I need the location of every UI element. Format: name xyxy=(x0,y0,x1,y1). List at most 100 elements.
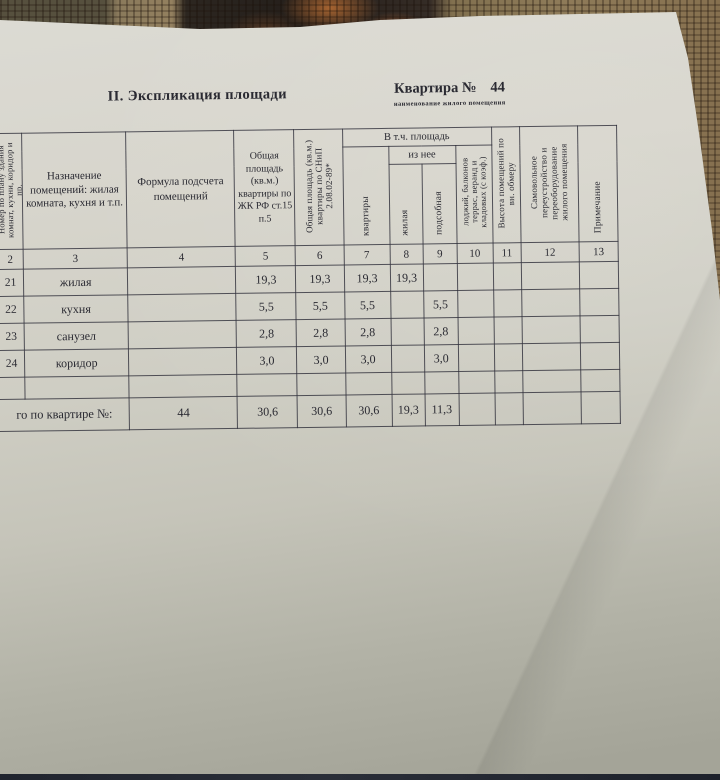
totals-total-jk: 30,6 xyxy=(237,395,298,429)
column-number: 2 xyxy=(0,249,24,270)
cell-unauthorized xyxy=(522,391,582,425)
cell-total-jk: 5,5 xyxy=(236,292,297,321)
cell-height xyxy=(493,262,522,291)
header-balconies: лоджий, балконов террас, веранд и кладов… xyxy=(455,145,493,244)
header-height: Высота помещений по вн. обмеру xyxy=(491,126,521,244)
cell-unauthorized xyxy=(521,288,580,317)
cell-room-number: 24 xyxy=(0,350,25,378)
cell-balconies xyxy=(458,393,496,426)
cell-total-jk: 19,3 xyxy=(235,265,297,294)
cell-auxiliary: 2,8 xyxy=(423,317,459,345)
explication-table: Номер по плану здания комнат, кухни, кор… xyxy=(0,125,621,432)
empty-cell xyxy=(128,374,238,398)
column-number: 9 xyxy=(422,243,457,264)
cell-total-snip: 19,3 xyxy=(295,264,345,293)
column-number: 10 xyxy=(456,243,494,264)
empty-cell xyxy=(458,371,495,394)
totals-living: 19,3 xyxy=(391,393,426,427)
cell-height xyxy=(494,392,524,426)
header-living-area: жилая xyxy=(388,163,423,245)
column-number: 13 xyxy=(578,241,619,262)
header-formula: Формула подсчета помещений xyxy=(125,130,236,248)
cell-living xyxy=(390,290,424,319)
empty-cell xyxy=(424,371,459,394)
empty-cell xyxy=(494,370,523,394)
column-number: 3 xyxy=(23,247,128,270)
cell-room-name: коридор xyxy=(24,348,129,378)
cell-total-jk: 3,0 xyxy=(236,346,298,375)
totals-label: го по квартире №: xyxy=(0,397,130,432)
cell-unauthorized xyxy=(521,261,580,290)
apartment-label: Квартира № xyxy=(393,79,477,97)
empty-cell xyxy=(297,372,346,396)
column-number: 8 xyxy=(389,243,423,265)
header-apartment-area: квартиры xyxy=(342,146,390,245)
cell-apartment: 3,0 xyxy=(344,345,392,373)
empty-cell xyxy=(522,369,581,393)
cell-auxiliary xyxy=(422,263,458,291)
empty-cell xyxy=(24,375,130,400)
cell-room-number: 21 xyxy=(0,269,24,297)
cell-balconies xyxy=(456,263,494,291)
cell-total-snip: 2,8 xyxy=(296,318,345,347)
apartment-number: 44 xyxy=(490,79,506,96)
cell-formula xyxy=(128,347,238,376)
cell-total-snip: 3,0 xyxy=(296,345,346,374)
cell-room-name: кухня xyxy=(23,294,129,324)
header-unauthorized: Самовольное переустройство и переоборудо… xyxy=(519,125,579,243)
empty-cell xyxy=(580,369,621,392)
cell-balconies xyxy=(457,317,495,345)
cell-formula xyxy=(127,293,237,322)
totals-total-snip: 30,6 xyxy=(297,394,346,428)
cell-apartment: 2,8 xyxy=(344,318,391,346)
cell-height xyxy=(493,289,522,318)
header-auxiliary-area: подсобная xyxy=(421,163,457,244)
cell-apartment: 5,5 xyxy=(344,291,391,319)
cell-auxiliary: 5,5 xyxy=(423,290,458,318)
totals-apartment: 30,6 xyxy=(345,394,393,427)
cell-note xyxy=(579,261,619,289)
cell-room-name: санузел xyxy=(24,321,129,351)
cell-living xyxy=(390,344,425,373)
cell-room-number: 22 xyxy=(0,296,25,324)
cell-unauthorized xyxy=(522,342,581,371)
header-total-area-jk: Общая площадь (кв.м.) квартиры по ЖК РФ … xyxy=(233,129,296,247)
cell-note xyxy=(580,391,621,424)
cell-note xyxy=(579,288,620,316)
column-number: 11 xyxy=(492,242,522,264)
header-group-incl-area: В т.ч. площадь xyxy=(342,127,492,148)
header-note: Примечание xyxy=(577,125,619,242)
cell-note xyxy=(580,342,620,370)
photo-bottom-edge xyxy=(0,774,720,780)
cell-total-jk: 2,8 xyxy=(236,319,297,348)
cell-auxiliary: 3,0 xyxy=(423,344,459,372)
column-number: 5 xyxy=(235,245,296,267)
cell-balconies xyxy=(458,344,495,372)
cell-note xyxy=(579,315,620,343)
totals-apartment-number: 44 xyxy=(129,396,238,430)
section-title: II. Экспликация площади xyxy=(107,86,288,105)
cell-formula xyxy=(128,320,237,349)
cell-apartment: 19,3 xyxy=(343,264,391,292)
cell-unauthorized xyxy=(521,315,581,344)
apartment-header: Квартира № 44 наименование жилого помещен… xyxy=(374,79,524,108)
cell-formula xyxy=(127,266,237,295)
cell-total-snip: 5,5 xyxy=(296,291,345,320)
cell-room-name: жилая xyxy=(23,267,128,297)
header-purpose: Назначение помещений: жилая комната, кух… xyxy=(21,131,128,250)
empty-cell xyxy=(237,373,298,397)
header-total-area-snip: Общая площадь (кв.м.) квартиры по СНиП 2… xyxy=(293,129,344,246)
totals-auxiliary: 11,3 xyxy=(424,393,460,426)
cell-room-number: 23 xyxy=(0,323,25,351)
header-subgroup-of-it: из нее xyxy=(388,145,456,165)
column-number: 7 xyxy=(343,244,390,265)
cell-living xyxy=(390,317,424,346)
empty-cell xyxy=(345,372,392,395)
column-number: 4 xyxy=(127,246,236,268)
cell-height xyxy=(493,316,523,345)
cell-balconies xyxy=(457,290,494,318)
cell-living: 19,3 xyxy=(389,263,424,292)
apartment-number-line: Квартира № 44 xyxy=(374,79,524,98)
